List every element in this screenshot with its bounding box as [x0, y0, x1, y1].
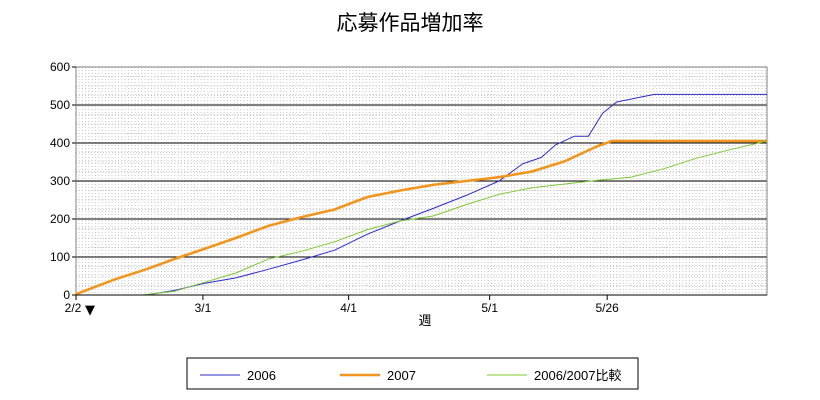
y-tick-label: 100 — [50, 250, 70, 264]
legend-label-3: 2006/2007比較 — [534, 368, 621, 383]
series-line-2 — [75, 139, 767, 296]
series-line-1 — [76, 93, 767, 296]
chart-title: 応募作品増加率 — [337, 11, 484, 35]
legend-box — [186, 357, 639, 390]
x-axis-label: 週 — [418, 314, 431, 329]
x-tick-label: 4/1 — [340, 301, 357, 315]
x-tick-label: 5/1 — [481, 301, 498, 315]
y-tick-label: 500 — [50, 98, 70, 112]
y-tick-label: 200 — [50, 212, 70, 226]
legend: 2006 2007 2006/2007比較 — [186, 357, 639, 390]
x-tick-label: 5/26 — [595, 301, 619, 315]
start-marker: ▼ — [85, 303, 95, 318]
y-tick-label: 300 — [50, 174, 70, 188]
y-tick-label: 600 — [50, 60, 70, 74]
legend-label-1: 2006 — [247, 368, 276, 383]
x-tick-label: 3/1 — [195, 301, 212, 315]
y-tick-label: 400 — [50, 136, 70, 150]
x-tick-label: 2/2 — [65, 301, 82, 315]
legend-label-2: 2007 — [387, 368, 416, 383]
plot-area: 0 100 200 300 400 500 600 2/2 3/1 4/1 5/1 5/26 ▼ — [50, 60, 768, 318]
y-tick-label: 0 — [63, 288, 70, 302]
series-line-3 — [76, 140, 768, 296]
